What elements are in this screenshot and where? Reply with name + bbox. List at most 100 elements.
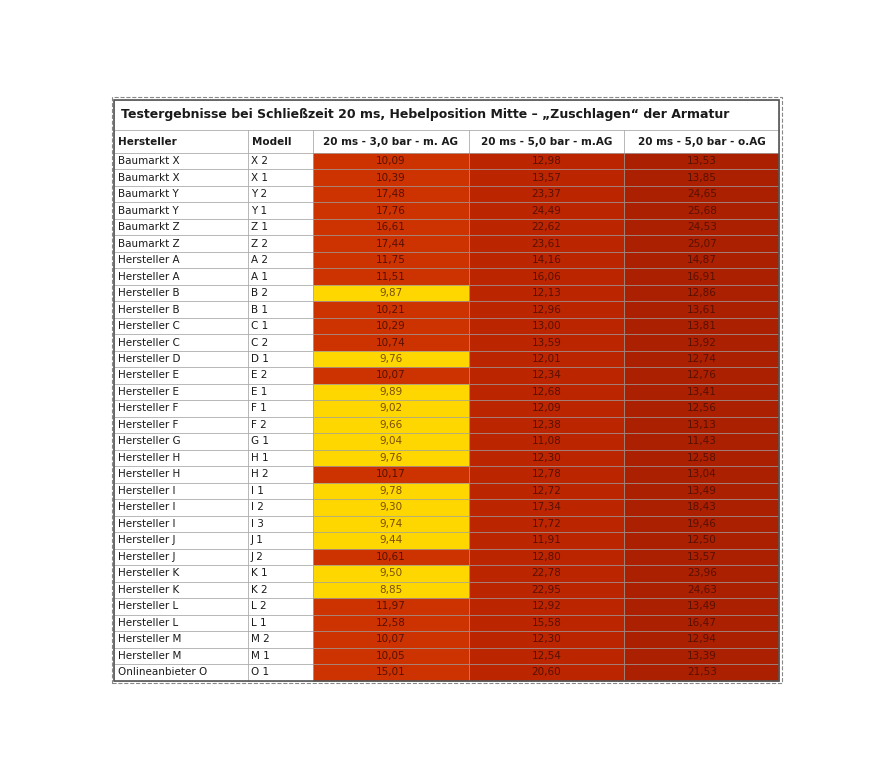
Text: Hersteller F: Hersteller F [119,403,179,413]
Text: 12,30: 12,30 [531,453,562,463]
Bar [624,318,780,334]
Bar [468,516,624,532]
Bar [114,153,249,169]
Bar [624,153,780,169]
Text: C 2: C 2 [251,337,268,347]
Bar [313,334,468,351]
Bar [468,565,624,581]
Text: 12,38: 12,38 [531,420,562,430]
Bar [468,614,624,631]
Bar [624,417,780,434]
Text: Onlineanbieter O: Onlineanbieter O [119,668,208,678]
Text: 12,72: 12,72 [531,486,562,496]
Text: 10,21: 10,21 [376,304,405,314]
Text: 12,56: 12,56 [687,403,717,413]
Text: B 1: B 1 [251,304,268,314]
Bar [468,499,624,516]
Bar [249,565,313,581]
Text: 13,41: 13,41 [687,387,717,397]
Text: 23,96: 23,96 [687,568,717,578]
Bar [313,598,468,614]
Bar [114,252,249,268]
Bar [313,417,468,434]
Bar [624,130,780,153]
Text: 11,43: 11,43 [687,437,717,447]
Text: 17,34: 17,34 [531,502,562,512]
Text: 10,17: 10,17 [376,470,405,480]
Text: 12,54: 12,54 [531,651,562,661]
Bar [624,334,780,351]
Text: K 2: K 2 [251,585,268,595]
Bar [468,648,624,664]
Text: Hersteller: Hersteller [119,136,177,146]
Bar [249,581,313,598]
Text: Hersteller A: Hersteller A [119,255,181,265]
Bar [249,252,313,268]
Bar [114,664,249,681]
Text: 12,30: 12,30 [531,634,562,644]
Text: 10,07: 10,07 [376,634,405,644]
Text: Baumarkt Z: Baumarkt Z [119,239,181,249]
Text: 22,62: 22,62 [531,222,562,232]
Bar [313,631,468,648]
Text: 23,37: 23,37 [531,189,562,199]
Bar [624,186,780,203]
Text: 10,29: 10,29 [376,321,405,331]
Bar [313,581,468,598]
Bar [114,417,249,434]
Bar [468,169,624,186]
Bar [249,499,313,516]
Bar [624,434,780,450]
Text: 25,07: 25,07 [687,239,717,249]
Text: 13,85: 13,85 [687,172,717,182]
Text: 13,81: 13,81 [687,321,717,331]
Bar [468,203,624,219]
Bar [249,130,313,153]
Text: 12,50: 12,50 [687,535,717,545]
Text: 24,49: 24,49 [531,206,562,216]
Text: 13,59: 13,59 [531,337,562,347]
Text: 10,07: 10,07 [376,370,405,380]
Text: 17,44: 17,44 [376,239,405,249]
Text: 22,95: 22,95 [531,585,562,595]
Bar [114,483,249,499]
Bar [114,268,249,285]
Bar [313,252,468,268]
Bar [313,400,468,417]
Bar [114,581,249,598]
Bar [114,450,249,466]
Text: 20 ms - 3,0 bar - m. AG: 20 ms - 3,0 bar - m. AG [324,136,459,146]
Bar [313,532,468,549]
Text: Baumarkt Z: Baumarkt Z [119,222,181,232]
Bar [624,450,780,466]
Text: Hersteller J: Hersteller J [119,535,176,545]
Bar [114,99,780,130]
Text: 15,58: 15,58 [531,618,562,628]
Bar [114,367,249,383]
Bar [114,648,249,664]
Text: 12,58: 12,58 [687,453,717,463]
Bar [313,301,468,318]
Text: Hersteller K: Hersteller K [119,585,180,595]
Bar [468,186,624,203]
Bar [468,450,624,466]
Text: 24,65: 24,65 [687,189,717,199]
Text: 16,91: 16,91 [687,272,717,282]
Text: Hersteller B: Hersteller B [119,304,181,314]
Text: Hersteller C: Hersteller C [119,321,181,331]
Bar [114,236,249,252]
Text: I 3: I 3 [251,519,263,529]
Text: Modell: Modell [252,136,291,146]
Bar [313,450,468,466]
Bar [114,565,249,581]
Bar [249,450,313,466]
Text: 12,13: 12,13 [531,288,562,298]
Bar [313,236,468,252]
Text: Hersteller L: Hersteller L [119,601,179,611]
Text: 9,30: 9,30 [379,502,403,512]
Text: 17,76: 17,76 [376,206,405,216]
Bar [624,664,780,681]
Text: 10,09: 10,09 [376,156,405,166]
Text: X 1: X 1 [251,172,268,182]
Text: 12,34: 12,34 [531,370,562,380]
